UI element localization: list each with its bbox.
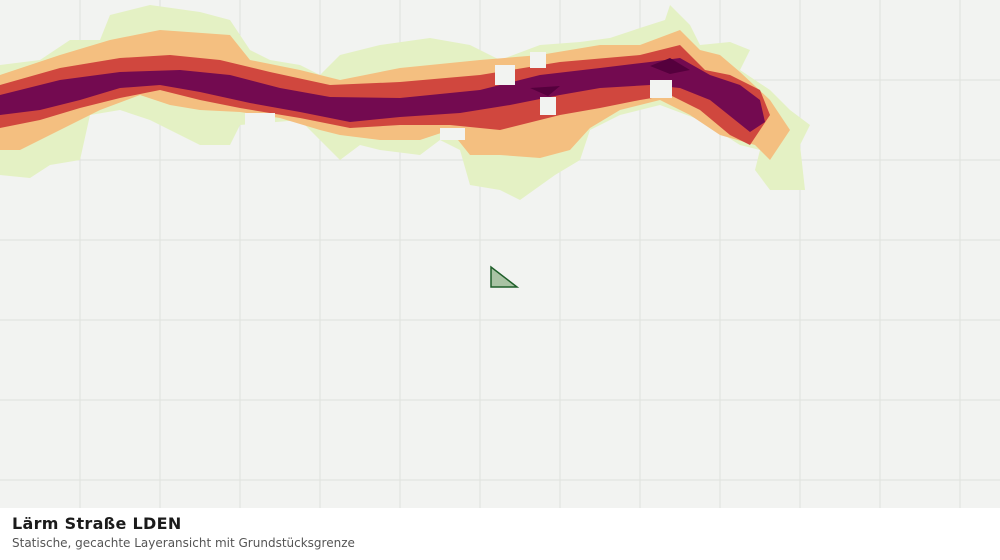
noise-band-high	[0, 45, 770, 145]
noise-band-extreme	[530, 58, 690, 96]
noise-band-very-high	[0, 58, 765, 132]
building-gaps	[245, 52, 672, 140]
map	[0, 0, 1000, 508]
parcel-boundary	[490, 265, 520, 288]
caption: Lärm Straße LDEN Statische, gecachte Lay…	[0, 508, 1000, 560]
map-subtitle: Statische, gecachte Layeransicht mit Gru…	[12, 536, 355, 550]
map-title: Lärm Straße LDEN	[12, 514, 182, 533]
